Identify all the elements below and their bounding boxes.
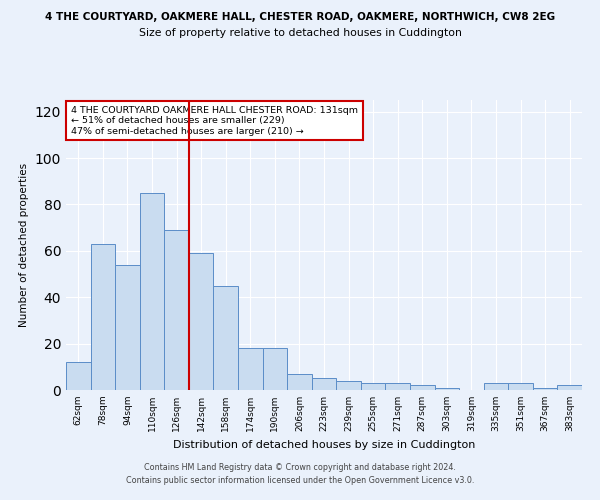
Bar <box>238 348 263 390</box>
Text: 4 THE COURTYARD, OAKMERE HALL, CHESTER ROAD, OAKMERE, NORTHWICH, CW8 2EG: 4 THE COURTYARD, OAKMERE HALL, CHESTER R… <box>45 12 555 22</box>
Bar <box>263 348 287 390</box>
Bar <box>434 388 459 390</box>
X-axis label: Distribution of detached houses by size in Cuddington: Distribution of detached houses by size … <box>173 440 475 450</box>
Bar <box>508 383 533 390</box>
Bar <box>189 253 214 390</box>
Bar <box>140 193 164 390</box>
Text: Contains public sector information licensed under the Open Government Licence v3: Contains public sector information licen… <box>126 476 474 485</box>
Bar <box>484 383 508 390</box>
Bar <box>91 244 115 390</box>
Bar <box>410 386 434 390</box>
Y-axis label: Number of detached properties: Number of detached properties <box>19 163 29 327</box>
Bar <box>533 388 557 390</box>
Bar <box>66 362 91 390</box>
Text: 4 THE COURTYARD OAKMERE HALL CHESTER ROAD: 131sqm
← 51% of detached houses are s: 4 THE COURTYARD OAKMERE HALL CHESTER ROA… <box>71 106 358 136</box>
Bar <box>361 383 385 390</box>
Bar <box>336 380 361 390</box>
Text: Size of property relative to detached houses in Cuddington: Size of property relative to detached ho… <box>139 28 461 38</box>
Bar <box>164 230 189 390</box>
Bar <box>287 374 312 390</box>
Bar <box>557 386 582 390</box>
Bar <box>115 264 140 390</box>
Bar <box>385 383 410 390</box>
Bar <box>214 286 238 390</box>
Text: Contains HM Land Registry data © Crown copyright and database right 2024.: Contains HM Land Registry data © Crown c… <box>144 464 456 472</box>
Bar <box>312 378 336 390</box>
